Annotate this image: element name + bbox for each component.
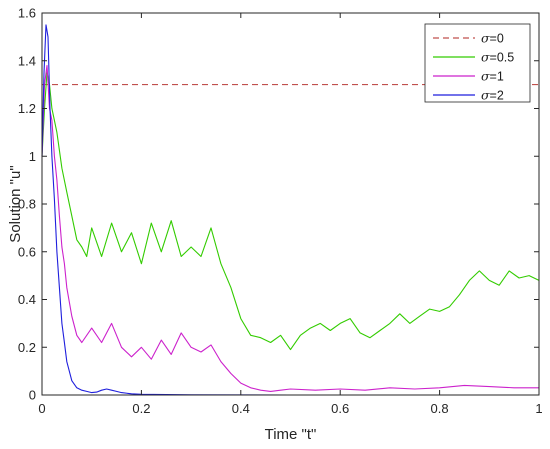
x-tick-label: 0.2 — [132, 401, 150, 416]
legend-value: =1 — [490, 70, 504, 84]
legend-box — [424, 23, 531, 103]
ticks-layer: 0 0.2 0.4 0.6 0.8 1 0 0.2 0.4 0.6 0.8 1 1.2 1.4 1.6 — [18, 6, 543, 417]
y-axis-label: Solution "u" — [7, 165, 24, 242]
legend-label-3: σ=2 — [481, 88, 504, 103]
legend-label-2: σ=1 — [481, 69, 504, 84]
y-tick-label: 0.6 — [18, 244, 36, 259]
x-tick-label: 0.6 — [331, 401, 349, 416]
legend-label-1: σ=0.5 — [481, 50, 514, 65]
y-tick-label: 0.4 — [18, 292, 36, 307]
y-tick-label: 1 — [29, 149, 36, 164]
series-line-1 — [41, 72, 540, 351]
y-tick-label: 1.6 — [18, 6, 36, 21]
legend-symbol: σ — [481, 50, 490, 65]
x-tick-label: 0.4 — [232, 401, 250, 416]
y-tick-label: 0.8 — [18, 197, 36, 212]
legend-symbol: σ — [481, 69, 490, 84]
x-axis-label: Time "t" — [265, 426, 317, 443]
legend-symbol: σ — [481, 88, 490, 103]
x-tick-label: 0 — [38, 401, 45, 416]
series-line-2 — [41, 64, 539, 392]
legend-value: =0 — [490, 32, 504, 46]
x-tick-label: 0.8 — [431, 401, 449, 416]
y-tick-label: 0 — [29, 388, 36, 403]
legend: σ=0σ=0.5σ=1σ=2 — [424, 23, 531, 103]
legend-value: =2 — [490, 89, 504, 103]
legend-symbol: σ — [481, 31, 490, 46]
y-tick-label: 0.2 — [18, 340, 36, 355]
x-tick-label: 1 — [535, 401, 542, 416]
y-tick-label: 1.2 — [18, 101, 36, 116]
legend-label-0: σ=0 — [481, 31, 504, 46]
series-layer — [41, 24, 540, 396]
series-line-3 — [41, 24, 539, 396]
legend-value: =0.5 — [490, 51, 515, 65]
y-tick-label: 1.4 — [18, 53, 36, 68]
